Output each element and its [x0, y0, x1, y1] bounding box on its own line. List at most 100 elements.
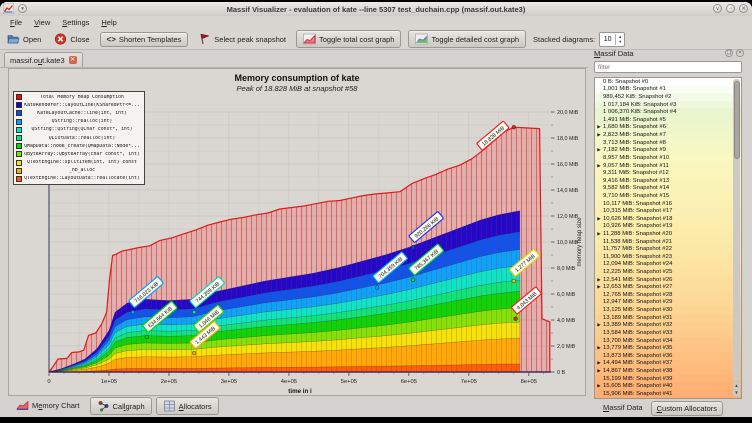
snapshot-item[interactable]: 10,926 MiB: Snapshot #19: [595, 222, 741, 231]
snapshot-item[interactable]: ▶ 14,867 MiB: Snapshot #38: [595, 367, 741, 375]
maximize-button[interactable]: ▫: [726, 4, 735, 13]
stacked-diagrams-stepper[interactable]: 10 ▲ ▼: [599, 31, 626, 47]
snapshot-item[interactable]: ▶ 14,494 MiB: Snapshot #37: [595, 359, 741, 368]
tab-massif-out-kate3[interactable]: massif.out.kate3 ✕: [4, 52, 83, 67]
tab-custom-allocators[interactable]: Custom Allocators: [650, 401, 724, 416]
memory-chart-plot[interactable]: 0 1e+05 2e+05 3e+05 4e+05 5e+05 6e+05 7e+05 8e+0…: [9, 69, 585, 395]
snapshot-item[interactable]: 1,001 MiB: Snapshot #1: [595, 85, 741, 94]
snapshot-item[interactable]: 13,700 MiB: Snapshot #34: [595, 336, 741, 345]
expand-arrow-icon[interactable]: ▶: [597, 322, 601, 328]
scrollbar-thumb[interactable]: [733, 81, 740, 159]
snapshot-item[interactable]: 989,452 KiB: Snapshot #2: [595, 93, 741, 101]
expand-arrow-icon[interactable]: ▶: [597, 162, 601, 168]
snapshot-item[interactable]: 11,538 MiB: Snapshot #21: [595, 237, 741, 246]
snapshot-item[interactable]: 15,906 MiB: Snapshot #41: [595, 389, 741, 398]
expand-arrow-icon[interactable]: ▶: [597, 124, 601, 130]
snapshot-item[interactable]: 13,584 MiB: Snapshot #33: [595, 329, 741, 337]
spin-down-icon[interactable]: ▼: [618, 39, 623, 44]
snapshot-item[interactable]: 13,873 MiB: Snapshot #36: [595, 351, 741, 360]
tab-memory-chart[interactable]: Memory Chart: [10, 397, 86, 413]
expand-arrow-icon[interactable]: ▶: [597, 230, 601, 236]
snapshot-item[interactable]: ▶ 10,626 MiB: Snapshot #18: [595, 214, 741, 223]
snapshot-item[interactable]: 12,225 MiB: Snapshot #25: [595, 268, 741, 276]
snapshot-item[interactable]: ▶ 13,389 MiB: Snapshot #32: [595, 321, 741, 330]
snapshot-item[interactable]: 11,757 MiB: Snapshot #22: [595, 245, 741, 254]
dock-header: Massif Data ❏ ✕: [594, 47, 744, 59]
spin-up-icon[interactable]: ▲: [618, 33, 623, 39]
svg-text:8e+05: 8e+05: [521, 379, 537, 385]
legend-label: QTextEngine::splitItem(int, int) const: [27, 160, 137, 166]
snapshot-item[interactable]: 1 017,184 KiB: Snapshot #3: [595, 100, 741, 109]
shorten-templates-toggle[interactable]: <> Shorten Templates: [99, 31, 189, 47]
expand-arrow-icon[interactable]: ▶: [597, 383, 601, 389]
snapshot-item[interactable]: 8,957 MiB: Snapshot #10: [595, 154, 741, 162]
expand-arrow-icon[interactable]: ▶: [597, 132, 601, 138]
snapshot-item[interactable]: ▶ 2,823 MiB: Snapshot #7: [595, 131, 741, 139]
snapshot-item[interactable]: ▶ 13,779 MiB: Snapshot #35: [595, 344, 741, 352]
expand-arrow-icon[interactable]: ▶: [597, 284, 601, 290]
window-menu-button[interactable]: ▾: [18, 4, 27, 13]
app-icon: [3, 3, 14, 14]
select-peak-snapshot-button[interactable]: Select peak snapshot: [195, 31, 289, 47]
snapshot-item[interactable]: ▶ 7,182 MiB: Snapshot #9: [595, 146, 741, 155]
scroll-up-icon[interactable]: ▲: [733, 382, 740, 389]
snapshot-item[interactable]: 10,117 MiB: Snapshot #16: [595, 199, 741, 208]
snapshot-item[interactable]: 12,765 MiB: Snapshot #28: [595, 291, 741, 299]
menu-help[interactable]: Help: [101, 18, 117, 27]
scrollbar-track[interactable]: [733, 79, 740, 381]
toggle-total-cost-button[interactable]: Toggle total cost graph: [296, 30, 402, 48]
tab-close-icon[interactable]: ✕: [68, 56, 77, 64]
snapshot-item[interactable]: 12,094 MiB: Snapshot #24: [595, 260, 741, 269]
snapshot-item[interactable]: 12,947 MiB: Snapshot #29: [595, 298, 741, 307]
snapshot-item[interactable]: ▶ 12,653 MiB: Snapshot #27: [595, 283, 741, 292]
snapshot-item[interactable]: 1,491 MiB: Snapshot #5: [595, 116, 741, 124]
snapshot-list[interactable]: 0 B: Snapshot #0 1,001 MiB: Snapshot #1 98…: [594, 77, 742, 399]
expand-arrow-icon[interactable]: ▶: [597, 367, 601, 373]
snapshot-label: 15,906 MiB: Snapshot #41: [603, 390, 673, 397]
tab-massif-data[interactable]: Massif Data: [603, 403, 643, 412]
snapshot-item[interactable]: 0 B: Snapshot #0: [595, 78, 741, 86]
snapshot-item[interactable]: 13,189 MiB: Snapshot #31: [595, 313, 741, 322]
snapshot-item[interactable]: ▶ 1,680 MiB: Snapshot #6: [595, 123, 741, 132]
close-document-button[interactable]: Close: [51, 31, 92, 47]
spinner-arrows[interactable]: ▲ ▼: [615, 33, 624, 45]
toggle-detailed-label: Toggle detailed cost graph: [431, 34, 520, 44]
snapshot-item[interactable]: 15,199 MiB: Snapshot #39: [595, 374, 741, 383]
snapshot-item[interactable]: 9,710 MiB: Snapshot #15: [595, 192, 741, 200]
dock-close-icon[interactable]: ✕: [736, 49, 744, 57]
legend-color-chip: [16, 175, 22, 182]
filter-input[interactable]: [594, 61, 742, 73]
tab-callgraph[interactable]: Callgraph: [89, 397, 152, 415]
dock-float-icon[interactable]: ❏: [725, 49, 733, 57]
snapshot-item[interactable]: 11,900 MiB: Snapshot #23: [595, 253, 741, 261]
snapshot-item[interactable]: ▶ 11,288 MiB: Snapshot #20: [595, 230, 741, 238]
snapshot-item[interactable]: ▶ 9,057 MiB: Snapshot #11: [595, 161, 741, 170]
tab-allocators[interactable]: Allocators: [155, 397, 219, 415]
snapshot-item[interactable]: 13,125 MiB: Snapshot #30: [595, 306, 741, 314]
snapshot-label: 13,584 MiB: Snapshot #33: [603, 329, 673, 336]
menu-file[interactable]: File: [10, 18, 23, 27]
menu-view[interactable]: View: [34, 18, 51, 27]
expand-arrow-icon[interactable]: ▶: [597, 147, 601, 153]
expand-arrow-icon[interactable]: ▶: [597, 345, 601, 351]
snapshot-item[interactable]: ▶ 15,605 MiB: Snapshot #40: [595, 382, 741, 390]
snapshot-item[interactable]: 3,713 MiB: Snapshot #8: [595, 138, 741, 147]
snapshot-item[interactable]: 9,582 MiB: Snapshot #14: [595, 184, 741, 193]
expand-arrow-icon[interactable]: ▶: [597, 360, 601, 366]
expand-arrow-icon[interactable]: ▶: [597, 215, 601, 221]
snapshot-item[interactable]: 1 006,370 KiB: Snapshot #4: [595, 108, 741, 117]
toggle-detailed-cost-button[interactable]: Toggle detailed cost graph: [408, 30, 527, 48]
svg-text:5e+05: 5e+05: [341, 379, 357, 385]
close-window-button[interactable]: ✕: [739, 4, 748, 13]
snapshot-item[interactable]: 9,416 MiB: Snapshot #13: [595, 176, 741, 185]
snapshot-label: 1,680 MiB: Snapshot #6: [603, 124, 666, 131]
snapshot-item[interactable]: ▶ 12,541 MiB: Snapshot #26: [595, 275, 741, 284]
scroll-down-icon[interactable]: ▼: [733, 389, 740, 396]
expand-arrow-icon[interactable]: ▶: [597, 276, 601, 282]
snapshot-item[interactable]: 9,311 MiB: Snapshot #12: [595, 169, 741, 177]
menu-settings[interactable]: Settings: [62, 18, 90, 27]
minimize-button[interactable]: ∨: [713, 4, 722, 13]
open-button[interactable]: Open: [4, 31, 44, 47]
snapshot-label: 13,125 MiB: Snapshot #30: [603, 307, 673, 314]
snapshot-item[interactable]: 10,315 MiB: Snapshot #17: [595, 207, 741, 215]
